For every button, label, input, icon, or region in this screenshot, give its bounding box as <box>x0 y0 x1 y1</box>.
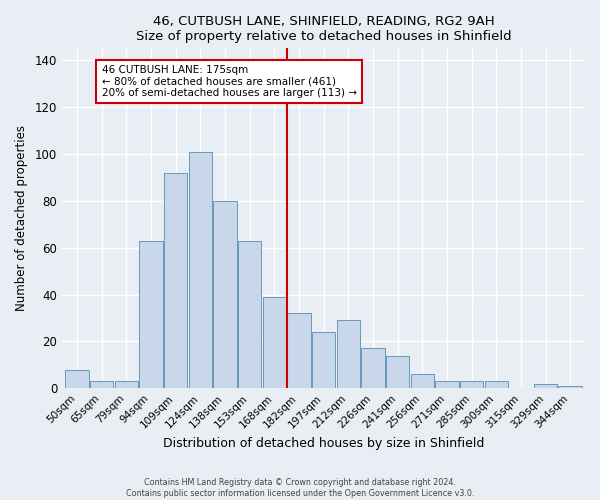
Bar <box>410 374 434 388</box>
Bar <box>460 382 483 388</box>
X-axis label: Distribution of detached houses by size in Shinfield: Distribution of detached houses by size … <box>163 437 484 450</box>
Bar <box>435 382 458 388</box>
Bar <box>65 370 89 388</box>
Bar <box>238 240 262 388</box>
Y-axis label: Number of detached properties: Number of detached properties <box>15 126 28 312</box>
Bar <box>263 297 286 388</box>
Bar <box>312 332 335 388</box>
Bar <box>337 320 360 388</box>
Bar <box>534 384 557 388</box>
Bar <box>139 240 163 388</box>
Bar <box>361 348 385 389</box>
Bar <box>213 200 236 388</box>
Bar <box>164 172 187 388</box>
Bar <box>386 356 409 388</box>
Text: 46 CUTBUSH LANE: 175sqm
← 80% of detached houses are smaller (461)
20% of semi-d: 46 CUTBUSH LANE: 175sqm ← 80% of detache… <box>101 64 356 98</box>
Bar <box>90 382 113 388</box>
Bar <box>115 382 138 388</box>
Bar <box>287 314 311 388</box>
Text: Contains HM Land Registry data © Crown copyright and database right 2024.
Contai: Contains HM Land Registry data © Crown c… <box>126 478 474 498</box>
Bar <box>485 382 508 388</box>
Bar <box>559 386 582 388</box>
Title: 46, CUTBUSH LANE, SHINFIELD, READING, RG2 9AH
Size of property relative to detac: 46, CUTBUSH LANE, SHINFIELD, READING, RG… <box>136 15 511 43</box>
Bar <box>188 152 212 388</box>
